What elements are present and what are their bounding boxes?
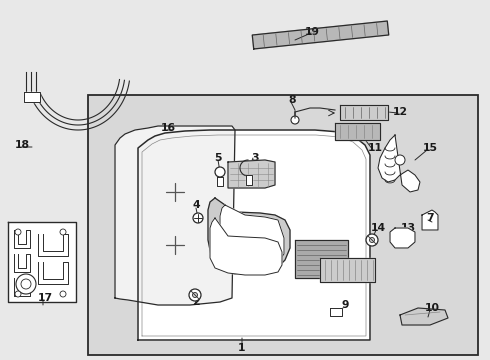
Polygon shape [320, 258, 375, 282]
Circle shape [193, 213, 203, 223]
Circle shape [15, 291, 21, 297]
Polygon shape [422, 210, 438, 230]
Polygon shape [295, 240, 348, 278]
Circle shape [21, 279, 31, 289]
Polygon shape [208, 198, 290, 274]
Polygon shape [340, 105, 388, 120]
Text: 15: 15 [422, 143, 438, 153]
Circle shape [60, 229, 66, 235]
Text: 5: 5 [214, 153, 222, 163]
Polygon shape [115, 126, 235, 305]
Circle shape [193, 292, 197, 297]
Circle shape [215, 167, 225, 177]
Text: 11: 11 [368, 143, 383, 153]
Text: 7: 7 [426, 213, 434, 223]
Polygon shape [252, 21, 389, 49]
Circle shape [395, 155, 405, 165]
Polygon shape [217, 177, 223, 186]
Polygon shape [228, 160, 275, 188]
Polygon shape [390, 228, 415, 248]
Text: 2: 2 [192, 297, 200, 307]
Text: 19: 19 [304, 27, 319, 37]
Polygon shape [400, 308, 448, 325]
Text: 6: 6 [344, 263, 352, 273]
Polygon shape [8, 222, 76, 302]
Circle shape [15, 229, 21, 235]
Text: 17: 17 [37, 293, 52, 303]
Circle shape [291, 116, 299, 124]
Polygon shape [138, 130, 370, 340]
Circle shape [60, 291, 66, 297]
Text: 18: 18 [15, 140, 29, 150]
Circle shape [369, 238, 374, 243]
Circle shape [189, 289, 201, 301]
Text: 13: 13 [400, 223, 416, 233]
Polygon shape [210, 218, 282, 275]
Text: 12: 12 [392, 107, 408, 117]
Text: 8: 8 [288, 95, 296, 105]
Text: 1: 1 [238, 343, 246, 353]
Polygon shape [330, 308, 342, 316]
Polygon shape [378, 135, 420, 192]
Bar [88, 95, 478, 355]
Text: 16: 16 [160, 123, 175, 133]
Text: 9: 9 [341, 300, 349, 310]
Text: 14: 14 [370, 223, 386, 233]
Polygon shape [246, 175, 252, 185]
Text: 3: 3 [251, 153, 259, 163]
Circle shape [16, 274, 36, 294]
Polygon shape [24, 92, 40, 102]
Text: 10: 10 [424, 303, 440, 313]
Polygon shape [220, 205, 284, 266]
Text: 4: 4 [192, 200, 200, 210]
Circle shape [366, 234, 378, 246]
Polygon shape [335, 123, 380, 140]
